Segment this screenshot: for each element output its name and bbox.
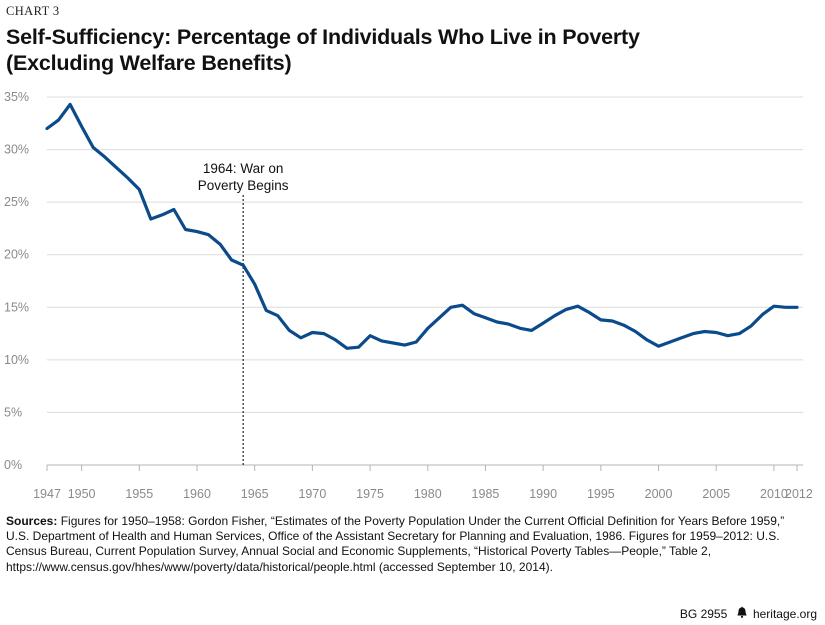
series-line	[45, 102, 799, 350]
x-tick-label: 1995	[587, 487, 615, 500]
sources-note: Sources: Figures for 1950–1958: Gordon F…	[6, 514, 806, 575]
chart-title-line-1: Self-Sufficiency: Percentage of Individu…	[6, 25, 640, 49]
x-tick-label: 1960	[183, 487, 211, 500]
chart-title-line-2: (Excluding Welfare Benefits)	[6, 51, 292, 75]
y-tick-label: 15%	[4, 300, 29, 314]
line-chart: 0%5%10%15%20%25%30%35% 1947 1950 1955 1960 1…	[4, 90, 813, 500]
x-tick-label: 1950	[68, 487, 96, 500]
y-tick-label: 30%	[4, 143, 29, 157]
annotation-line-2: Poverty Begins	[198, 178, 289, 193]
x-tick-label: 1955	[125, 487, 153, 500]
x-tick-label: 1947	[33, 487, 61, 500]
x-tick-label: 1970	[298, 487, 326, 500]
footer-code: BG 2955	[679, 607, 728, 621]
x-tick-label: 1985	[472, 487, 500, 500]
sources-label: Sources:	[6, 514, 58, 528]
annotation-group: 1964: War on Poverty Begins	[198, 161, 289, 465]
y-axis-ticks: 0% 5% 10% 15% 20% 25% 30% 35%	[4, 90, 29, 472]
x-tick-label: 1975	[356, 487, 384, 500]
y-tick-label: 10%	[4, 353, 29, 367]
footer: BG 2955 heritage.org	[680, 606, 817, 621]
x-axis-ticks: 1947 1950 1955 1960 1965 1970 1975 1980 1985 1990…	[33, 465, 813, 500]
x-tick-label: 2010	[760, 487, 788, 500]
x-tick-label: 2012	[785, 487, 813, 500]
annotation-line-1: 1964: War on	[203, 161, 284, 176]
x-tick-label: 2000	[645, 487, 673, 500]
x-tick-label: 1990	[529, 487, 557, 500]
gridlines	[47, 96, 803, 466]
series-group	[45, 102, 799, 350]
sources-text: Figures for 1950–1958: Gordon Fisher, “E…	[6, 514, 785, 559]
chart-label: CHART 3	[6, 4, 60, 18]
y-tick-label: 0%	[4, 458, 22, 472]
chart-title: Self-Sufficiency: Percentage of Individu…	[6, 24, 640, 76]
x-tick-label: 1980	[414, 487, 442, 500]
y-tick-label: 25%	[4, 195, 29, 209]
y-tick-label: 35%	[4, 90, 29, 104]
y-tick-label: 20%	[4, 248, 29, 262]
y-tick-label: 5%	[4, 405, 22, 419]
liberty-bell-icon	[737, 606, 747, 621]
sources-url: https://www.census.gov/hhes/www/poverty/…	[6, 559, 553, 574]
footer-site: heritage.org	[752, 607, 817, 621]
x-tick-label: 1965	[241, 487, 269, 500]
x-tick-label: 2005	[702, 487, 730, 500]
